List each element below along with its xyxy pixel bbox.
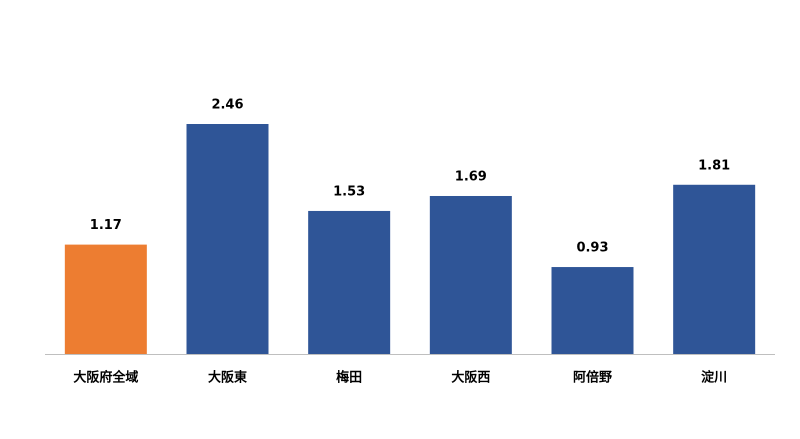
x-tick-label: 淀川	[701, 370, 727, 386]
x-tick-label: 大阪西	[451, 370, 490, 386]
value-label: 1.69	[455, 169, 487, 184]
bar	[186, 124, 269, 354]
value-label: 1.17	[90, 218, 122, 233]
value-label: 2.46	[211, 98, 243, 113]
x-tick-label: 阿倍野	[573, 370, 612, 386]
value-label: 0.93	[576, 241, 608, 256]
value-label: 1.53	[333, 184, 365, 199]
bar	[308, 210, 391, 354]
bar	[551, 267, 634, 354]
bar	[673, 184, 756, 354]
x-tick-label: 梅田	[336, 370, 362, 386]
bar	[429, 195, 512, 354]
value-label: 1.81	[698, 158, 730, 173]
x-tick-label: 大阪府全域	[73, 370, 138, 386]
bar	[64, 244, 147, 354]
x-tick-label: 大阪東	[208, 370, 247, 386]
